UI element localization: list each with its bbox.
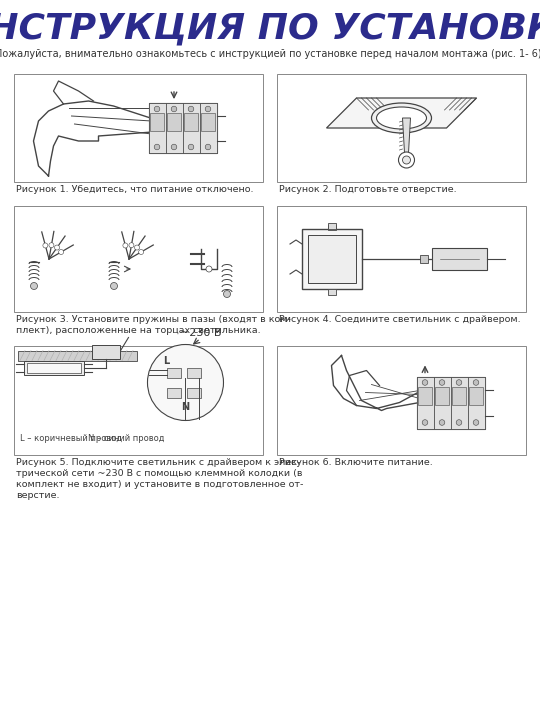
Text: N – синий провод: N – синий провод [88,434,165,443]
Bar [14,346,263,455]
Circle shape [188,107,194,112]
Bar [24,361,84,374]
Bar [27,362,81,372]
Bar [150,113,164,130]
Circle shape [422,420,428,426]
Bar [308,235,356,283]
Bar [148,103,217,153]
Bar [434,377,450,428]
Circle shape [205,144,211,150]
Bar [277,206,526,312]
Bar [416,377,434,428]
Circle shape [206,266,212,272]
Bar [416,377,484,428]
Circle shape [402,156,410,164]
Bar [468,377,484,428]
Bar [14,74,263,182]
Text: Рисунок 3. Установите пружины в пазы (входят в ком-
плект), расположенные на тор: Рисунок 3. Установите пружины в пазы (вх… [16,315,291,335]
Text: Рисунок 2. Подготовьте отверстие.: Рисунок 2. Подготовьте отверстие. [279,185,457,194]
Circle shape [49,243,54,248]
Ellipse shape [372,103,431,133]
Bar [432,248,487,270]
Text: Рисунок 1. Убедитесь, что питание отключено.: Рисунок 1. Убедитесь, что питание отключ… [16,185,253,194]
Text: Рисунок 6. Включите питание.: Рисунок 6. Включите питание. [279,458,433,467]
Text: ИНСТРУКЦИЯ ПО УСТАНОВКЕ: ИНСТРУКЦИЯ ПО УСТАНОВКЕ [0,11,540,45]
Circle shape [422,379,428,385]
Circle shape [456,379,462,385]
Circle shape [111,282,118,289]
Bar [328,223,336,229]
Bar [148,103,165,153]
Bar [165,103,183,153]
Bar [187,387,201,397]
Bar [184,113,198,130]
Circle shape [139,250,144,254]
Circle shape [439,379,445,385]
Bar [302,229,362,289]
Bar [167,367,181,377]
Bar [199,103,217,153]
Circle shape [399,152,415,168]
Bar [277,74,526,182]
Circle shape [473,420,479,426]
Circle shape [134,245,139,250]
Circle shape [30,282,37,289]
Circle shape [154,144,160,150]
Text: L: L [164,356,170,366]
Circle shape [205,107,211,112]
Polygon shape [327,98,476,128]
Bar [418,387,432,405]
Circle shape [224,290,231,297]
Circle shape [147,344,224,420]
Circle shape [154,107,160,112]
Bar [452,387,466,405]
Bar [183,103,199,153]
Circle shape [188,144,194,150]
Text: Рисунок 5. Подключите светильник с драйвером к элек-
трической сети ~230 В с пом: Рисунок 5. Подключите светильник с драйв… [16,458,303,500]
Circle shape [171,107,177,112]
Circle shape [439,420,445,426]
Bar [435,387,449,405]
Bar [450,377,468,428]
Bar [328,225,336,230]
Bar [187,367,201,377]
Bar [14,206,263,312]
Bar [201,113,215,130]
Bar [18,351,138,361]
Bar [277,346,526,455]
Circle shape [55,245,59,250]
Text: Пожалуйста, внимательно ознакомьтесь с инструкцией по установке перед началом мо: Пожалуйста, внимательно ознакомьтесь с и… [0,49,540,59]
Bar [469,387,483,405]
Text: N: N [181,402,190,413]
Bar [167,113,181,130]
Bar [167,387,181,397]
Text: L – коричневый провод: L – коричневый провод [20,434,122,443]
Bar [328,289,336,295]
Circle shape [59,250,64,254]
Polygon shape [402,118,410,153]
Circle shape [473,379,479,385]
Circle shape [129,243,134,248]
Circle shape [43,243,48,248]
Circle shape [456,420,462,426]
Bar [92,344,120,359]
Circle shape [171,144,177,150]
Ellipse shape [376,107,427,129]
Bar [420,255,428,263]
Text: Рисунок 4. Соедините светильник с драйвером.: Рисунок 4. Соедините светильник с драйве… [279,315,521,324]
Text: ~230 В: ~230 В [180,328,221,338]
Circle shape [123,243,128,248]
